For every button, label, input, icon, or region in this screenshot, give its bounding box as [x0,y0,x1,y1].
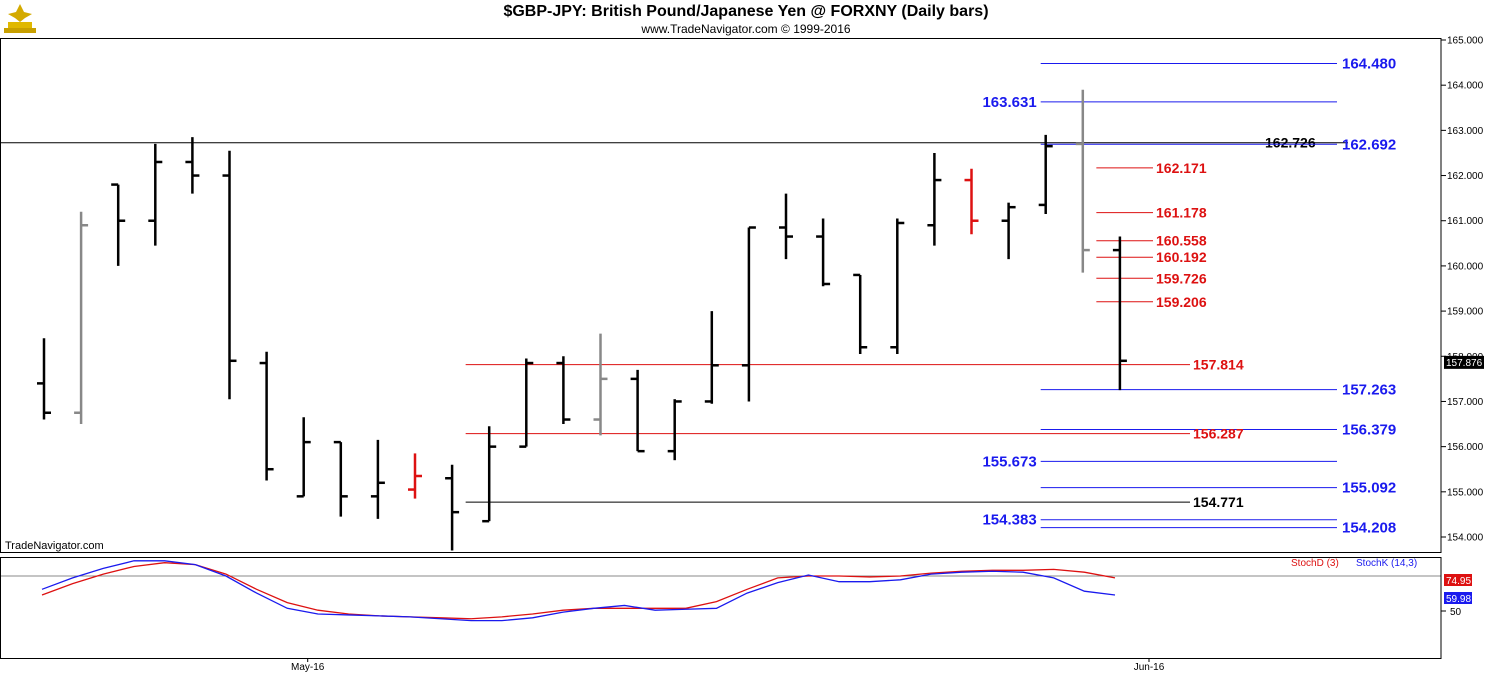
price-axis: 154.000155.000156.000157.000158.000159.0… [291,36,1484,673]
ohlc-bar [704,311,719,404]
chart-header: $GBP-JPY: British Pound/Japanese Yen @ F… [0,0,1492,38]
level-label: 154.383 [982,512,1036,529]
ohlc-bar [667,399,682,461]
level-label: 157.263 [1342,382,1396,399]
y-tick-label: 163.000 [1447,126,1484,137]
stochk-value: 59.98 [1446,594,1471,605]
level-label: 154.208 [1342,520,1396,537]
level-label: 157.814 [1193,357,1244,373]
level-label: 164.480 [1342,55,1396,72]
price-panel-border [0,38,1442,553]
ohlc-bar [259,351,274,481]
stochd-legend: StochD (3) [1291,558,1339,569]
stochk-tag [1444,592,1472,604]
ohlc-bar [148,143,163,246]
ohlc-bar [333,440,348,517]
x-tick-label: Jun-16 [1134,662,1165,673]
ohlc-bar [853,273,868,355]
ohlc-bar [964,168,979,235]
y-tick-label: 164.000 [1447,81,1484,92]
level-label: 156.379 [1342,422,1396,439]
y-tick-label: 155.000 [1447,487,1484,498]
ohlc-bar [408,453,422,499]
level-label: 154.771 [1193,494,1244,510]
chart-title: $GBP-JPY: British Pound/Japanese Yen @ F… [503,3,989,20]
level-label: 162.692 [1342,136,1396,153]
last-price-tag [1444,355,1484,369]
level-label: 160.192 [1156,249,1207,265]
ohlc-bar [296,417,311,498]
level-label: 162.726 [1265,135,1316,151]
ohlc-bar [185,137,200,194]
last-price-label: 157.876 [1446,358,1483,369]
stochd-line [41,562,1116,620]
chart-frame [0,38,1442,659]
price-bars [37,89,1127,551]
price-levels: 164.480 163.631 162.726 162.692 162.171 161.1… [0,55,1396,537]
y-tick-label: 160.000 [1447,261,1484,272]
ohlc-bar [445,464,460,551]
ohlc-bar [741,226,756,402]
y-tick-label: 165.000 [1447,36,1484,47]
level-label: 161.178 [1156,205,1207,221]
ohlc-bar [593,333,608,436]
y-tick-label: 162.000 [1447,171,1484,182]
level-label: 160.558 [1156,233,1207,249]
level-label: 155.092 [1342,480,1396,497]
level-label: 159.726 [1156,270,1207,286]
y-tick-label: 157.000 [1447,397,1484,408]
ohlc-bar [519,358,534,448]
ohlc-bar [630,369,645,453]
x-tick-label: May-16 [291,662,325,673]
ohlc-bar [816,218,831,287]
copyright-text: www.TradeNavigator.com © 1999-2016 [641,22,851,36]
stoch-panel-border [0,557,1442,659]
ohlc-bar [1075,89,1090,273]
level-label: 159.206 [1156,294,1207,310]
level-label: 163.631 [982,94,1036,111]
ohlc-bar [890,218,905,355]
y-tick-label: 154.000 [1447,533,1484,544]
level-label: 156.287 [1193,426,1244,442]
stochd-tag [1444,574,1472,586]
ohlc-bar [927,152,942,246]
ohlc-bar [1112,236,1127,391]
ohlc-bar [74,211,89,425]
y-tick-label: 159.000 [1447,307,1484,318]
ohlc-bar [779,193,793,260]
ohlc-bar [111,183,126,266]
stochk-legend: StochK (14,3) [1356,558,1417,569]
level-label: 155.673 [982,453,1036,470]
ohlc-bar [222,150,237,400]
ohlc-bar [1001,202,1016,260]
level-label: 162.171 [1156,160,1207,176]
stochk-line [41,560,1116,622]
watermark: TradeNavigator.com [5,540,104,552]
ohlc-bar [370,439,385,519]
y-tick-label: 161.000 [1447,216,1484,227]
ohlc-bar [556,356,571,425]
ohlc-bar [482,426,497,523]
stochastic-panel: 50 StochD (3) StochK (14,3) 74.95 59.98 [0,558,1472,622]
stoch-tick-label: 50 [1450,607,1462,618]
ohlc-bar [1038,134,1053,214]
y-tick-label: 156.000 [1447,442,1484,453]
ohlc-bar [37,338,51,420]
trade-navigator-logo-icon [4,4,36,33]
stochd-value: 74.95 [1446,576,1471,587]
